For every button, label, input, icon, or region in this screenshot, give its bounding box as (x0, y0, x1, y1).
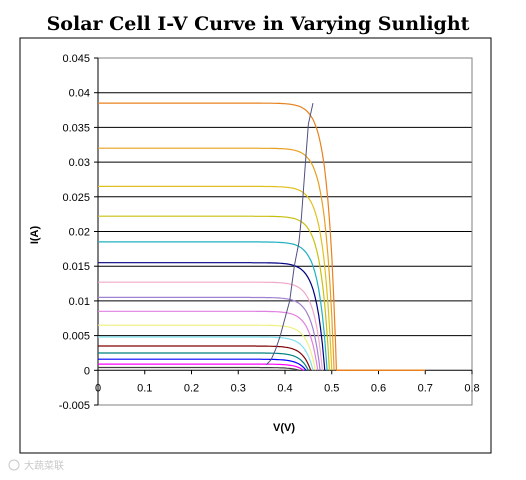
x-tick-label-4: 0.4 (277, 382, 292, 394)
y-tick-label-1: 0 (84, 365, 90, 377)
plot-area: -0.005 0 0.005 0.01 0.015 0.02 0.025 0.03 0.035 0… (59, 53, 480, 412)
x-axis-label: V(V) (273, 422, 295, 434)
iv-curve-2 (98, 147, 335, 371)
watermark-text: 大蔬菜联 (24, 459, 64, 472)
iv-curve-7 (98, 281, 323, 371)
watermark: 大蔬菜联 (8, 459, 64, 472)
chart-title: Solar Cell I-V Curve in Varying Sunlight (47, 13, 470, 35)
x-tick-label-1: 0.1 (137, 382, 152, 394)
y-tick-label-6: 0.025 (62, 192, 90, 204)
iv-curve-10 (98, 324, 316, 371)
iv-curve-9 (98, 310, 319, 371)
x-tick-label-3: 0.3 (231, 382, 246, 394)
iv-curve-15 (98, 363, 305, 371)
x-tick-label-0: 0 (95, 382, 101, 394)
iv-curve-5 (98, 241, 328, 371)
y-tick-label-4: 0.015 (62, 261, 90, 273)
watermark-logo-icon (8, 459, 20, 471)
chart-area-border (19, 37, 492, 454)
mpp-trace-line (265, 102, 314, 366)
x-tick-label-2: 0.2 (184, 382, 199, 394)
x-tick-label-6: 0.6 (371, 382, 386, 394)
y-tick-label-8: 0.035 (62, 122, 90, 134)
iv-curve-11 (98, 336, 314, 371)
y-tick-label-2: 0.005 (62, 331, 90, 343)
x-tick-label-5: 0.5 (324, 382, 339, 394)
iv-curve-4 (98, 215, 330, 371)
y-tick-label-9: 0.04 (69, 88, 90, 100)
iv-curve-6 (98, 262, 326, 371)
y-tick-label-10: 0.045 (62, 53, 90, 65)
iv-curve-14 (98, 358, 307, 371)
y-axis-label: I(A) (29, 226, 41, 245)
x-tick-label-7: 0.7 (418, 382, 433, 394)
y-tick-label-3: 0.01 (69, 296, 90, 308)
y-tick-label-7: 0.03 (69, 157, 90, 169)
y-tick-label-5: 0.02 (69, 227, 90, 239)
y-tick-label-0: -0.005 (59, 400, 90, 412)
iv-curve-8 (98, 296, 321, 371)
x-tick-label-8: 0.8 (464, 382, 479, 394)
iv-curve-3 (98, 185, 333, 371)
iv-curve-12 (98, 345, 312, 371)
iv-curve-16 (98, 366, 300, 371)
iv-curve-1 (98, 102, 337, 371)
